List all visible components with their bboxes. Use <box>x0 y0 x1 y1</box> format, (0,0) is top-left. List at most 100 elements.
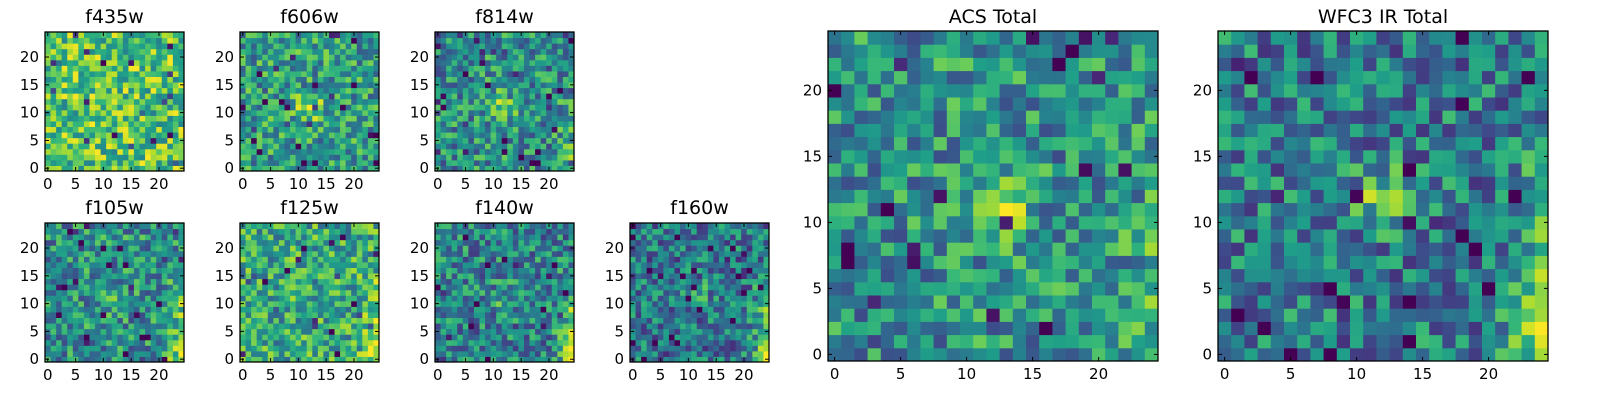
heatmap-cell <box>284 250 291 257</box>
heatmap-cell <box>362 70 369 77</box>
heatmap-cell <box>451 261 458 268</box>
heatmap-cell <box>501 245 508 252</box>
heatmap-cell <box>245 234 252 241</box>
heatmap-cell <box>95 317 102 324</box>
heatmap-cell <box>89 256 96 263</box>
heatmap-cell <box>535 317 542 324</box>
heatmap-cell <box>523 267 531 274</box>
heatmap-cell <box>741 228 748 235</box>
heatmap-cell <box>440 273 447 280</box>
heatmap-cell <box>691 356 698 363</box>
heatmap-cell <box>78 54 85 61</box>
heatmap-cell <box>340 339 347 346</box>
heatmap-cell <box>490 115 497 122</box>
heatmap-cell <box>523 273 531 280</box>
heatmap-cell <box>117 126 124 133</box>
heatmap-cell <box>67 137 74 144</box>
heatmap-cell <box>557 250 564 257</box>
heatmap-cell <box>61 37 68 44</box>
heatmap-cell <box>568 350 575 357</box>
heatmap-cell <box>356 93 363 100</box>
heatmap-cell <box>145 43 152 50</box>
heatmap-cell <box>362 43 369 50</box>
heatmap-cell <box>256 261 263 268</box>
heatmap-cell <box>540 323 547 330</box>
heatmap-cell <box>122 345 129 352</box>
heatmap-cell <box>635 311 642 319</box>
heatmap-cell <box>529 350 536 357</box>
heatmap-cell <box>156 132 163 139</box>
heatmap-cell <box>529 165 536 172</box>
heatmap-cell <box>167 284 174 291</box>
heatmap-cell <box>78 339 85 346</box>
heatmap-cell <box>446 154 453 161</box>
heatmap-cell <box>150 37 157 44</box>
heatmap-cell <box>100 43 107 50</box>
heatmap-cell <box>490 250 497 257</box>
heatmap-cell <box>685 295 692 302</box>
heatmap-cell <box>501 223 508 230</box>
heatmap-cell <box>83 311 90 319</box>
heatmap-cell <box>161 137 168 144</box>
heatmap-cell <box>128 350 135 357</box>
heatmap-cell <box>100 148 107 155</box>
heatmap-cell <box>551 115 558 122</box>
heatmap-cell <box>356 223 363 230</box>
heatmap-cell <box>462 126 469 133</box>
heatmap-cell <box>512 59 519 66</box>
heatmap-cell <box>490 98 497 105</box>
heatmap-cell <box>696 261 703 268</box>
heatmap-cell <box>713 261 720 268</box>
heatmap-cell <box>95 54 102 61</box>
heatmap-cell <box>83 328 90 335</box>
heatmap-cell <box>95 256 102 263</box>
heatmap-cell <box>117 273 124 280</box>
heatmap-cell <box>334 37 341 44</box>
heatmap-cell <box>986 189 1001 204</box>
heatmap-cell <box>267 93 274 100</box>
heatmap-cell <box>95 245 102 252</box>
heatmap-cell <box>535 306 542 313</box>
heatmap-cell <box>345 300 352 307</box>
heatmap-cell <box>356 148 363 155</box>
heatmap-cell <box>145 317 152 324</box>
heatmap-cell <box>161 82 168 89</box>
heatmap-cell <box>50 48 57 55</box>
heatmap-cell <box>451 295 458 302</box>
heatmap-cell <box>83 295 90 302</box>
heatmap-cell <box>161 328 168 335</box>
heatmap-cell <box>273 87 280 94</box>
heatmap-cell <box>67 32 74 39</box>
heatmap-cell <box>122 93 129 100</box>
heatmap-cell <box>490 37 497 44</box>
heatmap-cell <box>145 339 152 346</box>
heatmap-cell <box>278 54 285 61</box>
heatmap-cell <box>251 87 258 94</box>
heatmap-cell <box>713 328 720 335</box>
heatmap-cell <box>462 54 469 61</box>
heatmap-cell <box>518 87 525 94</box>
heatmap-cell <box>646 267 653 274</box>
heatmap-cell <box>172 120 179 128</box>
heatmap-cell <box>451 256 458 263</box>
heatmap-cell <box>507 48 514 55</box>
heatmap-cell <box>457 306 464 313</box>
heatmap-cell <box>89 317 96 324</box>
y-tick-label: 0 <box>614 350 624 368</box>
heatmap-cell <box>485 37 492 44</box>
heatmap-cell <box>1039 347 1053 362</box>
heatmap-cell <box>356 87 363 94</box>
heatmap-cell <box>340 65 347 72</box>
heatmap-cell <box>635 323 642 330</box>
heatmap-cell <box>317 143 324 150</box>
heatmap-cell <box>145 137 152 144</box>
heatmap-cell <box>362 93 369 100</box>
heatmap-cell <box>479 109 486 116</box>
heatmap-cell <box>172 273 179 280</box>
heatmap-cell <box>663 239 670 246</box>
heatmap-cell <box>462 37 469 44</box>
heatmap-cell <box>485 239 492 246</box>
heatmap-cell <box>145 289 152 296</box>
heatmap-cell <box>540 289 547 296</box>
heatmap-cell <box>635 334 642 341</box>
